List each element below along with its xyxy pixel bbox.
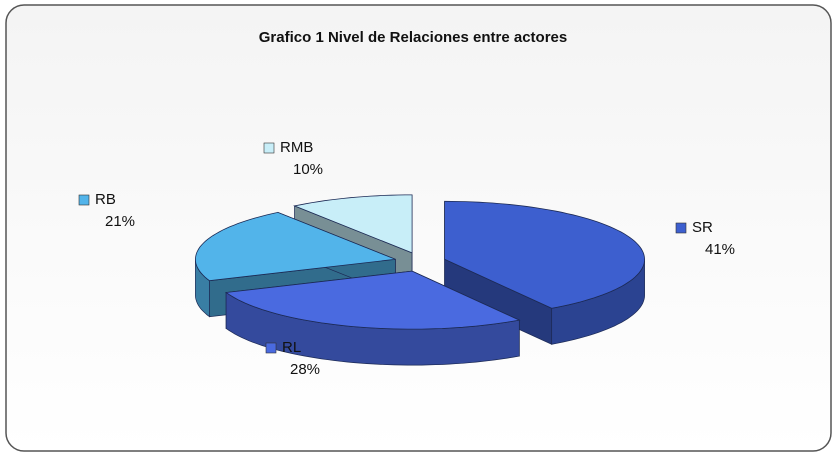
pie-slice-group [224, 270, 521, 366]
category-label: SR [692, 219, 713, 236]
pie-slice [224, 270, 521, 330]
pie-slice [444, 200, 646, 309]
value-label: 10% [293, 161, 323, 178]
label-swatch [675, 222, 687, 234]
pie-slice [194, 211, 396, 282]
label-swatch [78, 194, 90, 206]
label-swatch [263, 142, 275, 154]
value-label: 21% [105, 213, 135, 230]
value-label: 41% [705, 241, 735, 258]
chart-frame [5, 4, 832, 452]
label-swatch [265, 342, 277, 354]
pie-slice [293, 194, 413, 254]
category-label: RL [282, 339, 301, 356]
value-label: 28% [290, 361, 320, 378]
category-label: RMB [280, 139, 313, 156]
chart-title: Grafico 1 Nivel de Relaciones entre acto… [259, 29, 567, 46]
category-label: RB [95, 191, 116, 208]
pie-slice-group [444, 200, 646, 345]
